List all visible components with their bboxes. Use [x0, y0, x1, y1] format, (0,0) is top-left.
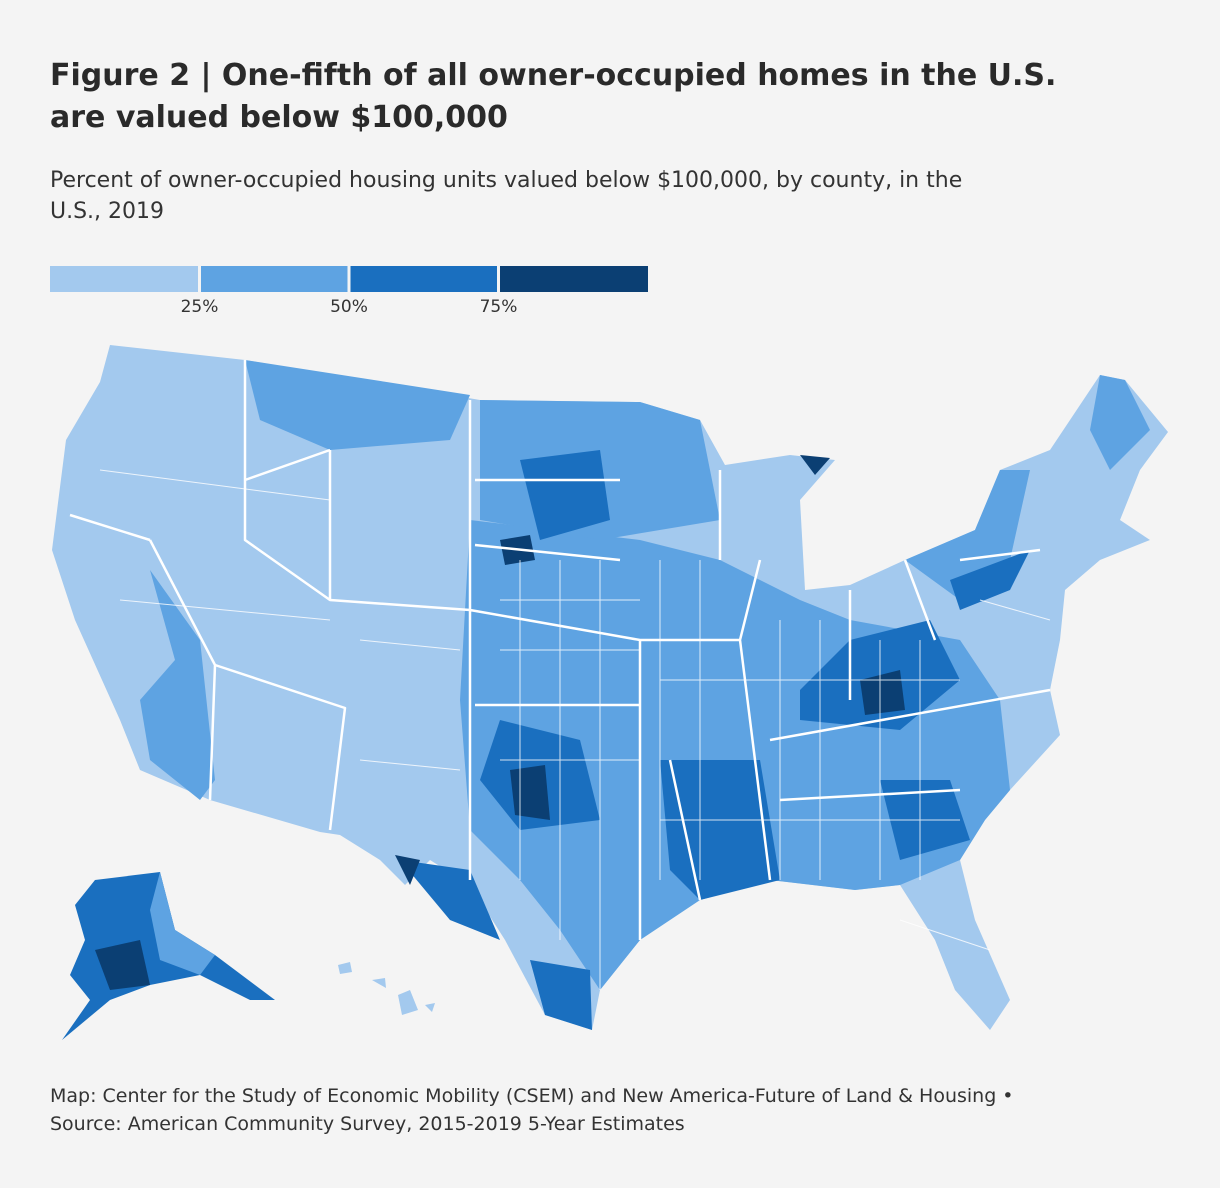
region — [510, 765, 550, 820]
region — [1090, 375, 1150, 470]
region — [520, 450, 610, 540]
alaska-region — [95, 940, 150, 990]
region — [860, 670, 905, 715]
legend-tick-label: 75% — [480, 297, 518, 317]
region — [245, 360, 470, 450]
subtitle-line: U.S., 2019 — [50, 199, 164, 224]
map — [52, 345, 1168, 1040]
title-line: Figure 2 | One-fifth of all owner-occupi… — [50, 58, 1056, 93]
legend-swatch — [500, 266, 648, 292]
legend-tick-label: 25% — [181, 297, 219, 317]
county-lines — [99, 469, 1051, 990]
region — [400, 860, 500, 940]
region — [530, 960, 592, 1030]
region — [395, 855, 420, 885]
footer-line: Source: American Community Survey, 2015-… — [50, 1113, 685, 1135]
legend-swatch — [50, 266, 198, 292]
hawaii — [338, 962, 435, 1015]
region — [140, 570, 215, 800]
subtitle-line: Percent of owner-occupied housing units … — [50, 168, 962, 193]
legend: 25% 50% 75% — [50, 266, 648, 317]
region — [660, 760, 780, 900]
footer-line: Map: Center for the Study of Economic Mo… — [50, 1085, 1014, 1107]
alaska-region — [150, 872, 215, 975]
legend-swatch — [201, 266, 348, 292]
legend-swatch — [350, 266, 497, 292]
region — [950, 550, 1030, 610]
state-borders — [69, 360, 1051, 940]
title-line: are valued below $100,000 — [50, 100, 508, 135]
region — [800, 455, 830, 475]
legend-tick-label: 50% — [330, 297, 368, 317]
